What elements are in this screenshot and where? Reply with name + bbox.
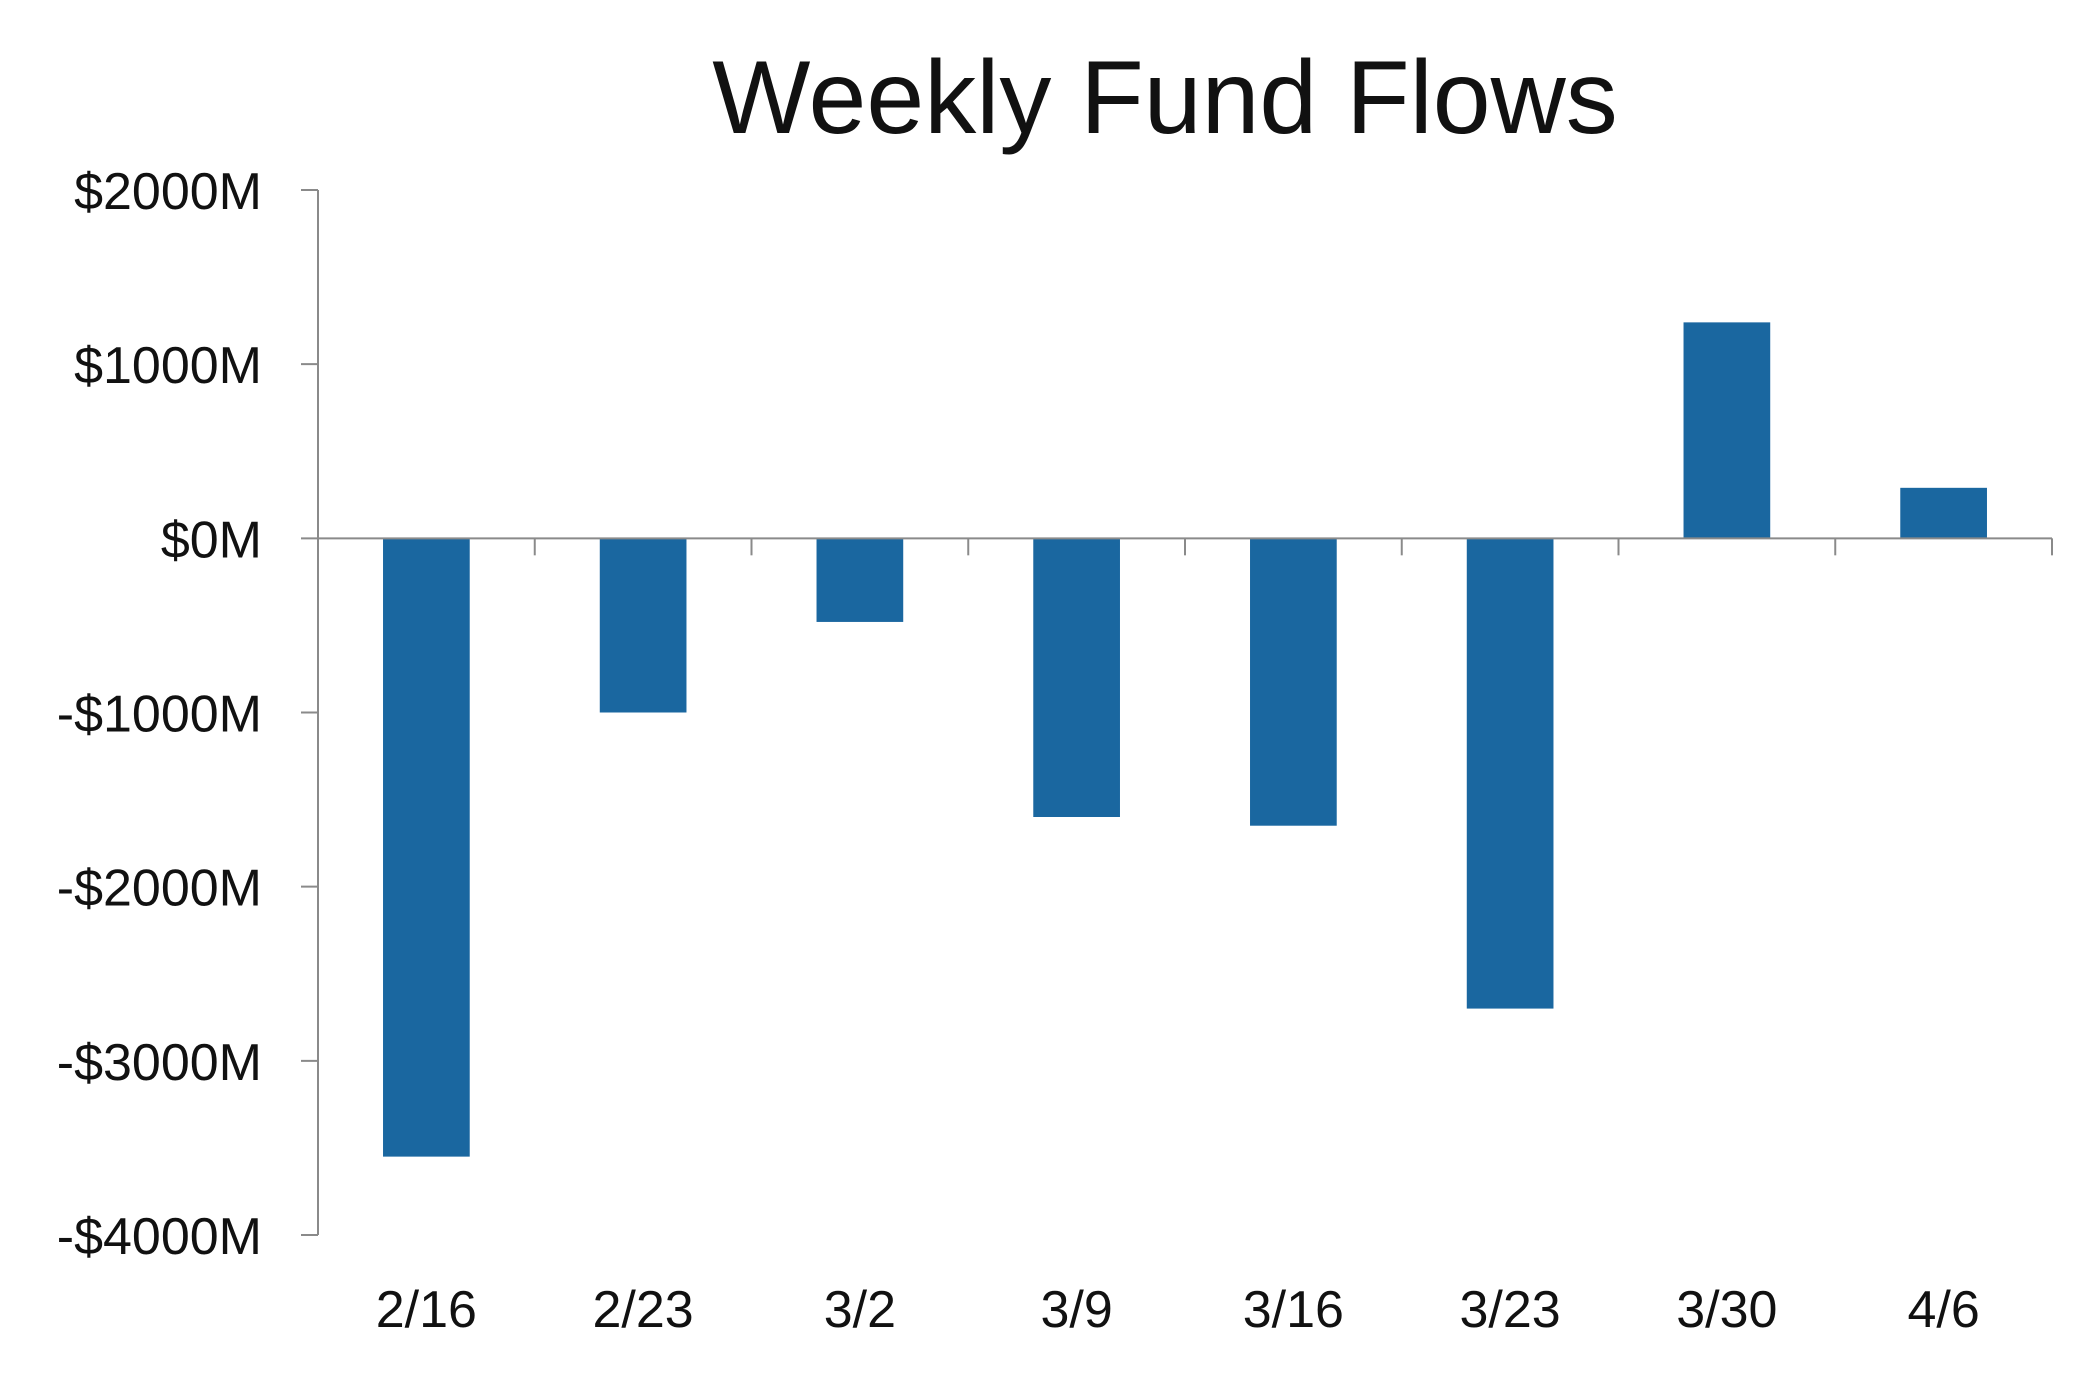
y-tick-label: -$1000M xyxy=(57,686,262,744)
x-tick-label: 3/16 xyxy=(1243,1281,1344,1339)
bar xyxy=(816,538,904,622)
bar xyxy=(383,538,470,1157)
x-tick-label: 3/23 xyxy=(1460,1281,1561,1339)
y-tick-label: $0M xyxy=(161,511,262,569)
y-tick-label: $2000M xyxy=(74,163,262,221)
y-tick-label: -$3000M xyxy=(57,1034,262,1092)
x-tick-label: 3/2 xyxy=(824,1281,896,1339)
x-axis xyxy=(318,537,2053,556)
x-tick-label: 2/23 xyxy=(593,1281,694,1339)
x-tick-labels: 2/16 2/23 3/2 3/9 3/16 3/23 3/30 4/6 xyxy=(376,1281,1980,1339)
bars xyxy=(383,322,1987,1157)
x-tick-label: 3/9 xyxy=(1040,1281,1112,1339)
bar xyxy=(599,538,687,713)
chart-title: Weekly Fund Flows xyxy=(712,40,1617,156)
y-axis: $2000M $1000M $0M -$1000M -$2000M -$3000M -$40… xyxy=(57,163,319,1266)
bar xyxy=(1033,538,1120,817)
y-tick-label: $1000M xyxy=(74,337,262,395)
bar xyxy=(1466,538,1554,1009)
bar xyxy=(1250,538,1337,826)
y-tick-label: -$2000M xyxy=(57,860,262,918)
bar xyxy=(1900,487,1987,539)
x-tick-label: 2/16 xyxy=(376,1281,477,1339)
bar xyxy=(1683,322,1771,539)
x-tick-label: 4/6 xyxy=(1907,1281,1979,1339)
y-tick-label: -$4000M xyxy=(57,1208,262,1266)
x-tick-label: 3/30 xyxy=(1676,1281,1777,1339)
